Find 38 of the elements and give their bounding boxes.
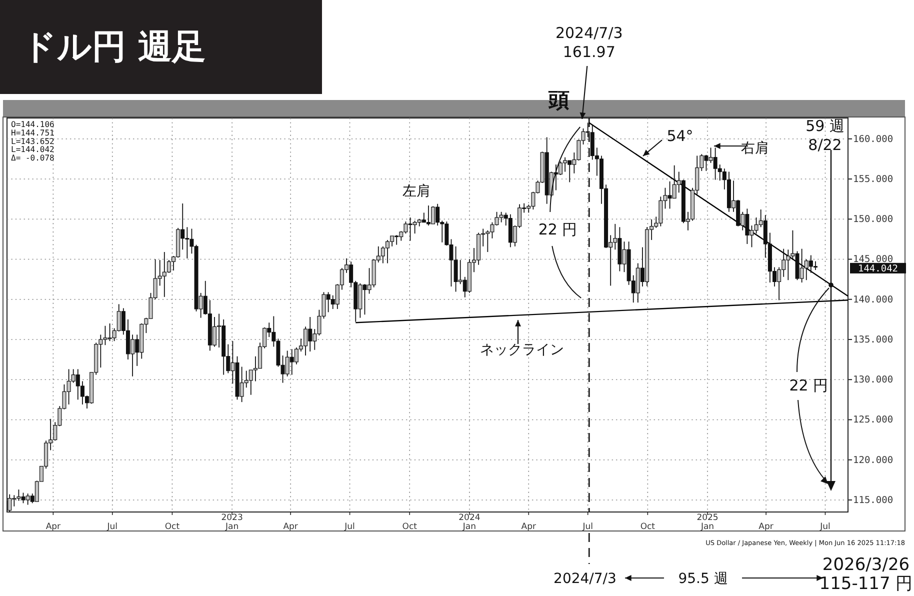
y-tick-label: 135.000 (853, 334, 894, 346)
x-tick-label: Jul (582, 522, 593, 532)
x-tick-label: Jul (819, 522, 830, 532)
x-tick-label: Apr (521, 522, 536, 532)
y-tick-label: 155.000 (853, 174, 894, 185)
annotation: 54° (666, 127, 694, 145)
x-tick-label: Apr (283, 522, 298, 532)
annotation: 22 円 (789, 376, 828, 395)
y-tick-label: 150.000 (853, 214, 894, 226)
text: 2024/7/3 (554, 571, 616, 587)
y-tick-label: 125.000 (853, 414, 894, 426)
annotation: 2024/7/3 161.97 (555, 24, 623, 62)
x-tick-label: Jul (344, 522, 355, 532)
x-tick-label: Oct (164, 522, 180, 532)
annotation: ネックライン (480, 342, 564, 358)
y-tick-label: 140.000 (853, 294, 894, 306)
x-tick-label: 2023 Jan (221, 513, 243, 532)
x-tick-label: Apr (46, 522, 62, 532)
y-tick-label: 130.000 (853, 374, 894, 386)
annotation: 左肩 (402, 183, 430, 200)
annotation: 右肩 (740, 140, 769, 157)
x-tick-label: Apr (758, 522, 774, 532)
y-tick-label: 120.000 (853, 454, 894, 466)
x-tick-label: Oct (640, 522, 656, 532)
annotation: 59 週 8/22 (806, 117, 844, 154)
text: 144.042 (858, 263, 898, 274)
annotation: O=144.106 H=144.751 L=143.652 L=144.042 Δ= -0.078 (11, 120, 55, 163)
annotation: 22 円 (538, 220, 578, 238)
x-tick-label: Oct (402, 522, 418, 532)
y-tick-label: 145.000 (853, 254, 894, 266)
text: 95.5 週 (678, 571, 728, 587)
y-tick-label: 115.000 (853, 494, 894, 506)
text: 2026/3/26 115-117 円 (819, 555, 913, 594)
x-tick-label: 2025 Jan (696, 513, 718, 532)
x-tick-label: 2024 Jan (458, 513, 480, 532)
chart-title: ドル円 週足 (22, 27, 206, 67)
y-tick-label: 160.000 (853, 134, 894, 145)
x-tick-label: Jul (106, 522, 118, 532)
